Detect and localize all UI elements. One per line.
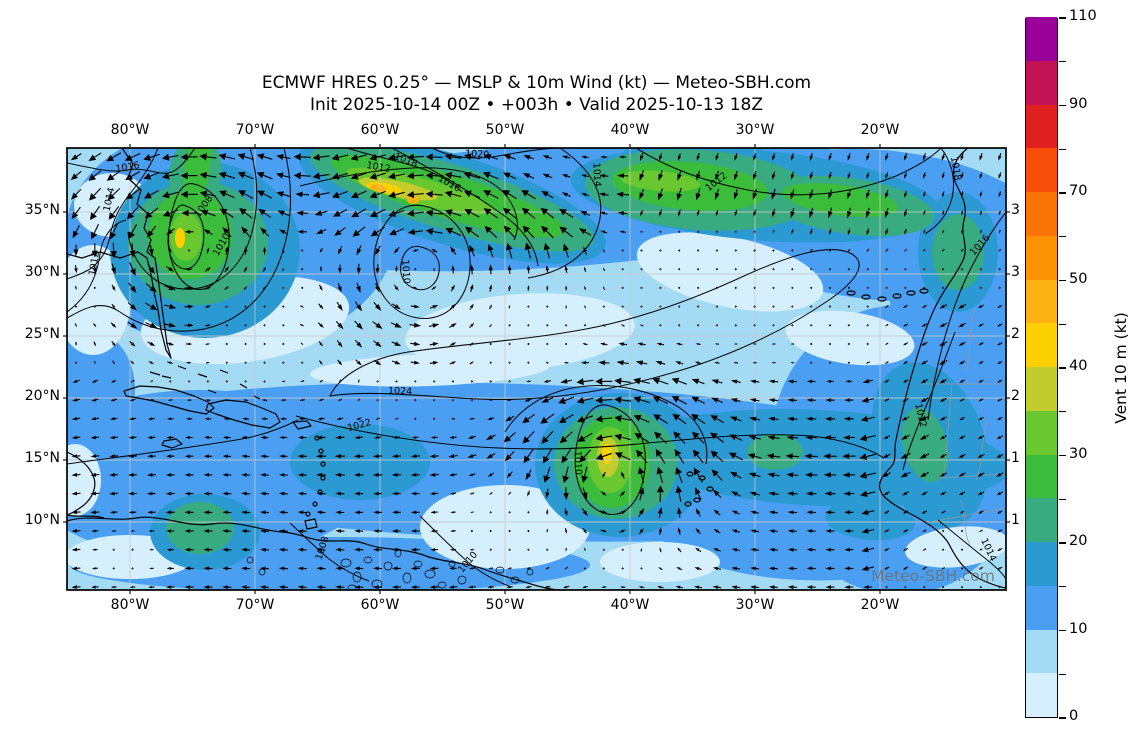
lon-tick-label-bottom: 70°W bbox=[235, 597, 275, 613]
colorbar-tick bbox=[1059, 104, 1066, 107]
isobar-label: 1018 bbox=[948, 156, 963, 182]
colorbar-tick bbox=[1059, 192, 1066, 194]
colorbar-tick bbox=[1059, 61, 1066, 63]
lon-tick-label-bottom: 30°W bbox=[735, 597, 775, 613]
isobar-label: 1016 bbox=[115, 160, 141, 175]
lat-tick-label-left: 25°N bbox=[24, 326, 60, 342]
colorbar-segment bbox=[1026, 148, 1057, 192]
colorbar-tick bbox=[1059, 279, 1066, 282]
terrain-contours bbox=[246, 548, 534, 590]
colorbar-tick bbox=[1059, 454, 1066, 457]
colorbar-tick bbox=[1059, 367, 1066, 369]
lon-tick-label-top: 60°W bbox=[360, 122, 400, 138]
colorbar-tick bbox=[1059, 323, 1066, 325]
colorbar-segment bbox=[1026, 410, 1057, 455]
isobar-label: 1012 bbox=[87, 251, 102, 277]
lat-tick-label-left: 10°N bbox=[24, 512, 60, 528]
wind-arrows bbox=[70, 152, 1004, 590]
lat-tick-label-right-partial: 2 bbox=[1011, 388, 1020, 404]
colorbar-tick bbox=[1059, 148, 1066, 150]
map-border bbox=[66, 147, 1007, 591]
colorbar-tick bbox=[1059, 236, 1066, 238]
isobar-label: 1024 bbox=[388, 386, 413, 398]
isobar-label: 1012 bbox=[912, 402, 928, 428]
isobar-contours bbox=[67, 148, 1006, 588]
lat-tick-label-left: 35°N bbox=[24, 202, 60, 218]
lon-tick-label-top: 40°W bbox=[610, 122, 650, 138]
colorbar-segment bbox=[1026, 60, 1057, 105]
colorbar-tick bbox=[1059, 673, 1066, 675]
colorbar-tick-label: 40 bbox=[1069, 358, 1088, 374]
colorbar-tick-label: 110 bbox=[1069, 8, 1097, 24]
colorbar-tick bbox=[1059, 542, 1066, 544]
lat-tick-label-right-partial: 3 bbox=[1011, 202, 1020, 218]
lon-tick-label-top: 80°W bbox=[110, 122, 150, 138]
isobar-label: 1014 bbox=[590, 163, 602, 188]
colorbar-tick bbox=[1059, 586, 1066, 588]
colorbar-segment bbox=[1026, 279, 1057, 324]
colorbar-segment bbox=[1026, 629, 1057, 674]
isobar-label: 1012 bbox=[366, 160, 392, 175]
colorbar-segment bbox=[1026, 542, 1057, 586]
colorbar-title: Vent 10 m (kt) bbox=[1112, 312, 1130, 424]
lat-tick-label-right-partial: 2 bbox=[1011, 326, 1020, 342]
map-watermark: Meteo-SBH.com bbox=[871, 567, 995, 585]
lat-tick-label-right-partial: 3 bbox=[1011, 264, 1020, 280]
isobar-label: 1014 bbox=[102, 187, 118, 213]
lon-tick-label-bottom: 60°W bbox=[360, 597, 400, 613]
colorbar-tick bbox=[1059, 17, 1066, 19]
lon-tick-label-top: 30°W bbox=[735, 122, 775, 138]
lat-tick-label-right-partial: 1 bbox=[1011, 512, 1020, 528]
lon-tick-label-top: 50°W bbox=[485, 122, 525, 138]
figure-subtitle: Init 2025-10-14 00Z • +003h • Valid 2025… bbox=[309, 95, 764, 115]
colorbar-segment bbox=[1026, 673, 1057, 717]
lon-tick-label-bottom: 40°W bbox=[610, 597, 650, 613]
isobar-label: 1010 bbox=[572, 451, 584, 476]
colorbar-tick bbox=[1059, 411, 1066, 413]
colorbar-tick-label: 10 bbox=[1069, 620, 1088, 637]
colorbar-tick-label: 90 bbox=[1069, 95, 1088, 112]
colorbar-segment bbox=[1026, 235, 1057, 280]
isobar-label: 1010 bbox=[399, 259, 412, 284]
coastlines bbox=[67, 148, 1006, 590]
colorbar-tick-label: 0 bbox=[1069, 708, 1079, 724]
isobar-label: 1020 bbox=[465, 148, 490, 160]
colorbar-segment bbox=[1026, 17, 1057, 61]
lon-tick-label-top: 70°W bbox=[235, 122, 275, 138]
colorbar-segment bbox=[1026, 104, 1057, 149]
colorbar-tick bbox=[1059, 498, 1066, 500]
lon-tick-label-bottom: 20°W bbox=[860, 597, 900, 613]
colorbar-segment bbox=[1026, 323, 1057, 367]
colorbar-segment bbox=[1026, 498, 1057, 542]
lat-tick-label-left: 20°N bbox=[24, 388, 60, 404]
lat-tick-label-left: 15°N bbox=[24, 450, 60, 466]
lon-tick-label-top: 20°W bbox=[860, 122, 900, 138]
colorbar bbox=[1025, 17, 1058, 718]
figure-title: ECMWF HRES 0.25° — MSLP & 10m Wind (kt) … bbox=[261, 73, 812, 93]
colorbar-tick bbox=[1059, 629, 1066, 632]
colorbar-segment bbox=[1026, 454, 1057, 499]
colorbar-segment bbox=[1026, 192, 1057, 236]
colorbar-tick bbox=[1059, 717, 1066, 719]
colorbar-tick-label: 30 bbox=[1069, 445, 1088, 462]
lon-tick-label-bottom: 80°W bbox=[110, 597, 150, 613]
colorbar-tick-label: 70 bbox=[1069, 183, 1088, 199]
colorbar-tick-label: 50 bbox=[1069, 270, 1088, 287]
country-borders bbox=[920, 309, 1006, 546]
colorbar-segment bbox=[1026, 585, 1057, 630]
lon-tick-label-bottom: 50°W bbox=[485, 597, 525, 613]
colorbar-segment bbox=[1026, 367, 1057, 411]
lat-tick-label-right-partial: 1 bbox=[1011, 450, 1020, 466]
colorbar-tick-label: 20 bbox=[1069, 533, 1088, 549]
lat-tick-label-left: 30°N bbox=[24, 264, 60, 280]
